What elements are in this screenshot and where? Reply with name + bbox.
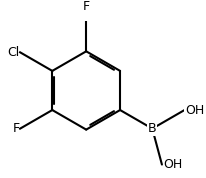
Text: B: B [148,122,157,135]
Text: OH: OH [163,158,182,171]
Text: Cl: Cl [7,46,19,59]
Text: OH: OH [186,104,205,117]
Text: F: F [12,122,19,135]
Text: F: F [83,1,90,14]
